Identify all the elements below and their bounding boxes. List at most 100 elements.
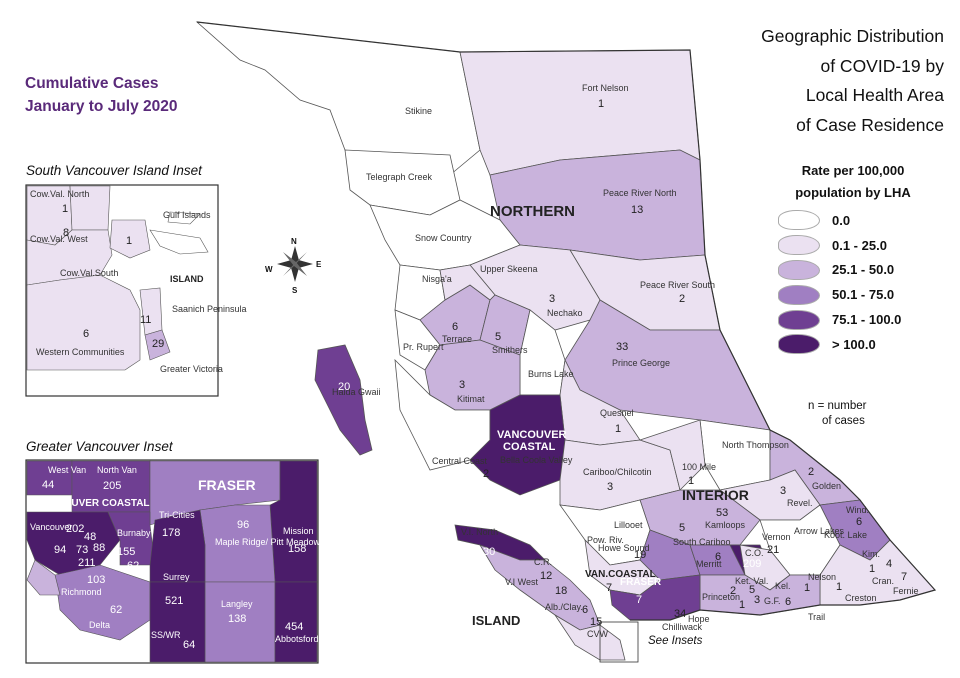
inset-lha-name: Richmond xyxy=(61,587,102,597)
lha-name: Kel. xyxy=(775,581,791,591)
lha-name: Snow Country xyxy=(415,233,472,243)
legend-label: 0.0 xyxy=(832,212,851,228)
lha-name: Cariboo/Chilcotin xyxy=(583,467,652,477)
lha-name: V.I. North xyxy=(461,527,498,537)
compass-rose-icon: N S E W xyxy=(265,237,322,295)
region-vi-south xyxy=(554,614,626,661)
inset-lha-name: Abbotsford xyxy=(275,634,319,644)
inset-lha-count: 64 xyxy=(183,639,195,651)
map-title: Geographic Distribution of COVID-19 by L… xyxy=(714,22,944,140)
title-line-1: Geographic Distribution xyxy=(761,26,944,46)
region-telegraph-creek xyxy=(344,149,461,216)
lha-name: Upper Skeena xyxy=(480,264,538,274)
legend-swatch xyxy=(778,334,820,355)
region-label-interior: INTERIOR xyxy=(682,487,749,503)
inset-lha-name: Gulf Islands xyxy=(163,210,211,220)
lha-count: 20 xyxy=(338,381,350,393)
lha-count: 1 xyxy=(739,599,745,611)
lha-count: 2 xyxy=(730,585,736,597)
lha-name: Haida Gwaii xyxy=(332,387,381,397)
region-labels: NORTHERN INTERIOR VANCOUVER COASTAL ISLA… xyxy=(472,203,749,628)
lha-name: Peace River North xyxy=(603,188,677,198)
lha-count: 7 xyxy=(636,594,642,606)
legend-title-line-1: Rate per 100,000 xyxy=(801,163,905,178)
lha-name: Prince George xyxy=(612,358,670,368)
inset-lha-count: 211 xyxy=(78,557,96,569)
region-label-northern: NORTHERN xyxy=(490,203,575,220)
legend-swatch xyxy=(778,235,820,256)
lha-count: 53 xyxy=(716,507,728,519)
lha-name: Nelson xyxy=(808,572,836,582)
lha-name: Golden xyxy=(812,481,841,491)
legend-title: Rate per 100,000 population by LHA xyxy=(758,160,948,204)
inset-lha-count: 202 xyxy=(66,523,84,535)
lha-name: Kamloops xyxy=(705,520,746,530)
legend-title-line-2: population by LHA xyxy=(795,185,911,200)
lha-name: Smithers xyxy=(492,345,528,355)
compass-e: E xyxy=(316,260,322,269)
inset-lha-count: 88 xyxy=(93,542,105,554)
lha-name: Howe Sound xyxy=(598,543,650,553)
lha-count: 1 xyxy=(836,581,842,593)
lha-name: Arrow Lakes xyxy=(794,526,845,536)
lha-count: 6 xyxy=(856,516,862,528)
lha-name: Hope xyxy=(688,614,710,624)
inset-lha-name: Western Communities xyxy=(36,347,125,357)
lha-count: 5 xyxy=(749,584,755,596)
south-island-inset-title: South Vancouver Island Inset xyxy=(26,163,202,178)
legend-swatch xyxy=(778,309,820,330)
lha-count: 4 xyxy=(886,558,892,570)
inset-region-island: ISLAND xyxy=(170,274,204,284)
inset-lha-name: West Van xyxy=(48,465,86,475)
inset-lha-count: 454 xyxy=(285,621,303,633)
province-map xyxy=(195,21,937,661)
lha-count: 2 xyxy=(483,468,489,480)
legend: 0.0 0.1 - 25.0 25.1 - 50.0 50.1 - 75.0 75.1 … xyxy=(778,208,901,357)
lha-name: Burns Lake xyxy=(528,369,574,379)
region-label-island: ISLAND xyxy=(528,514,569,526)
legend-label: 75.1 - 100.0 xyxy=(832,312,902,328)
lha-name: Peace River South xyxy=(640,280,715,290)
lha-name: Fort Nelson xyxy=(582,83,629,93)
inset-lha-name: Surrey xyxy=(163,572,190,582)
legend-note-line-2: of cases xyxy=(822,415,865,427)
compass-w: W xyxy=(265,265,273,274)
inset-lha-name: Saanich Peninsula xyxy=(172,304,247,314)
lha-labels: Stikine Fort Nelson 1 Telegraph Creek Pe… xyxy=(332,83,919,639)
region-100-mile xyxy=(638,419,706,491)
lha-count: 6 xyxy=(785,596,791,608)
lha-count: 2 xyxy=(679,293,685,305)
legend-label: 50.1 - 75.0 xyxy=(832,287,895,303)
lha-name: Ket. Val. xyxy=(735,576,768,586)
lha-count: 5 xyxy=(495,331,501,343)
legend-row: 0.0 xyxy=(778,208,901,233)
inset-lha-name: Maple Ridge/ Pitt Meadows xyxy=(215,537,325,547)
lha-count: 1 xyxy=(688,475,694,487)
inset-lha-count: 73 xyxy=(76,544,88,556)
lha-count: 3 xyxy=(607,481,613,493)
lha-name: North Thompson xyxy=(722,440,789,450)
lha-count: 1 xyxy=(869,563,875,575)
inset-lha-count: 94 xyxy=(54,544,66,556)
lha-name: Vernon xyxy=(762,532,791,542)
lha-count: 1 xyxy=(615,423,621,435)
compass-n: N xyxy=(291,237,297,246)
lha-name: Trail xyxy=(808,612,825,622)
inset-lha-count: 205 xyxy=(103,480,121,492)
lha-count: 18 xyxy=(555,585,567,597)
legend-note: n = number of cases xyxy=(808,399,867,429)
region-haida-gwaii xyxy=(314,344,373,456)
lha-name: G.F. xyxy=(764,596,781,606)
lha-name: Pow. Riv. xyxy=(587,535,624,545)
legend-row: 25.1 - 50.0 xyxy=(778,258,901,283)
lha-count: 30 xyxy=(483,546,495,558)
legend-swatch xyxy=(778,284,820,305)
lha-name: Kitimat xyxy=(457,394,485,404)
inset-locator-box xyxy=(599,621,639,663)
title-line-2: of COVID-19 by xyxy=(820,55,944,76)
lha-name: Creston xyxy=(845,593,877,603)
inset-lha-count: 158 xyxy=(288,543,306,555)
inset-lha-count: 6 xyxy=(83,328,89,340)
legend-row: 50.1 - 75.0 xyxy=(778,282,901,307)
lha-name: CVW xyxy=(587,629,609,639)
